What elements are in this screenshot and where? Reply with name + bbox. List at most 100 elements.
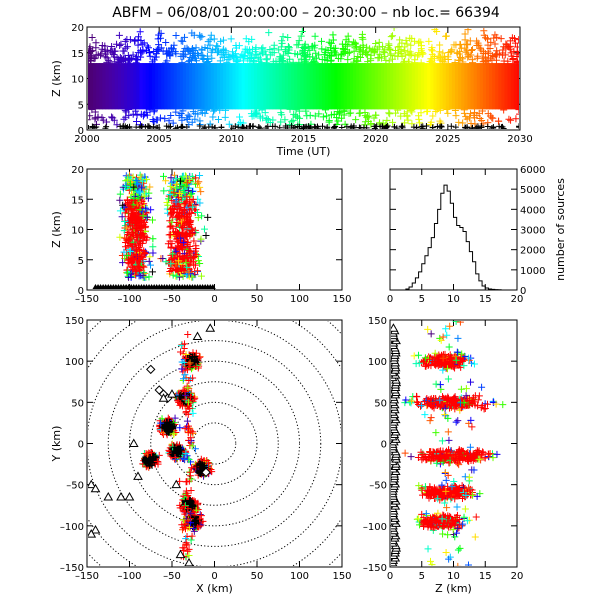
time-height-band (219, 63, 224, 110)
time-height-point (418, 50, 426, 58)
time-height-ground-point (263, 124, 270, 129)
time-height-band (396, 63, 400, 110)
time-height-point (484, 50, 492, 58)
time-height-band (383, 63, 388, 110)
time_height-x-tick-label: 2005 (146, 134, 171, 145)
plan-point (186, 393, 194, 401)
time-height-band (405, 63, 410, 110)
time-height-ground-point (153, 124, 160, 129)
time-height-point (296, 114, 304, 122)
time-height-ground-point (464, 124, 471, 129)
time-height-point (295, 107, 303, 115)
xz-point (176, 214, 184, 222)
yz-point (469, 394, 477, 402)
xz-point (190, 258, 198, 266)
xz-point (187, 201, 195, 209)
yz-point (444, 365, 452, 373)
time-height-point (284, 34, 292, 42)
time-height-band (254, 63, 258, 110)
time-height-point (88, 54, 94, 62)
yz-point (475, 392, 483, 400)
time-height-point (265, 29, 273, 37)
time-height-ground-point (246, 123, 253, 129)
time-height-point (246, 46, 254, 54)
plan-station-triangle (184, 557, 194, 566)
time-height-band (331, 63, 336, 110)
plan_view-axes: –150 –100 –50 0 50 100 150–150–100–50050100150… (50, 316, 352, 595)
time-height-point (423, 107, 431, 115)
yz-point (432, 448, 440, 456)
time-height-point (400, 47, 408, 55)
time-height-band (461, 63, 465, 110)
time-height-point (502, 44, 510, 52)
time-height-point (284, 42, 292, 50)
yz-point (407, 453, 415, 461)
histogram-bin (447, 191, 450, 290)
yz-point (421, 354, 429, 362)
time-height-point (98, 114, 106, 122)
xz-x-tick-label: 150 (332, 294, 351, 305)
time-height-point (203, 106, 211, 114)
plan-point (174, 397, 182, 405)
time-height-point (509, 55, 517, 63)
time-height-band (192, 63, 196, 110)
histogram-x-tick-label: 5 (419, 294, 425, 305)
time-height-band (179, 63, 184, 110)
time-height-ground-point (276, 124, 283, 129)
time-height-band (303, 63, 308, 110)
plan_view-y-label: Y (km) (50, 426, 63, 463)
yz-point (408, 397, 416, 405)
time-height-point (299, 47, 307, 55)
plan-point (196, 461, 204, 469)
yz-point (489, 454, 497, 462)
xz-point (169, 271, 177, 279)
xz-x-axis: –150 –100 –50 0 50 100 150 (75, 169, 352, 305)
xz-point (123, 252, 131, 260)
xz-point (137, 188, 145, 196)
time-height-point (464, 28, 472, 34)
time-height-point (125, 105, 133, 113)
time-height-point (311, 58, 319, 66)
time-height-point (236, 113, 244, 121)
time-height-band (226, 63, 230, 110)
xz-point (197, 235, 205, 243)
yz-point (401, 449, 409, 457)
time-height-point (372, 40, 380, 48)
xz-point (196, 172, 204, 180)
histogram-bin (444, 185, 447, 290)
time-height-point (367, 119, 375, 127)
time-height-band (284, 63, 289, 110)
xz-point (166, 268, 174, 276)
time-height-point (207, 48, 215, 56)
yz-y-tick-label: –100 (363, 522, 387, 533)
plan_view-y-tick-label: 100 (65, 357, 84, 368)
time-height-point (385, 109, 393, 117)
histogram-frame (389, 168, 518, 291)
time-height-band (133, 63, 138, 110)
histogram-bins (406, 185, 501, 290)
xz-point (172, 222, 180, 230)
time-height-point (188, 29, 196, 37)
plan-point (187, 536, 195, 544)
plan_view-x-tick-label: –50 (163, 571, 181, 582)
time-height-band (442, 63, 447, 110)
time-height-band (185, 63, 190, 110)
time-height-point (88, 119, 91, 121)
xz-point (192, 174, 200, 182)
time-height-ground-point (179, 124, 186, 129)
time-height-ground-point (319, 123, 326, 129)
xz-point (198, 212, 206, 220)
plan-point (188, 532, 196, 540)
time-height-band (492, 63, 496, 110)
time-height-point (355, 109, 363, 117)
time-height-point (201, 109, 209, 117)
plan_view-x-axis: –150 –100 –50 0 50 100 150 (75, 320, 352, 582)
yz-y-tick-label: –50 (369, 481, 387, 492)
time-height-ground-point (371, 125, 378, 129)
yz-point (429, 401, 437, 409)
time-height-band (145, 63, 150, 110)
xz-x-tick-label: 0 (211, 294, 217, 305)
time-height-point (515, 106, 519, 114)
time-height-ground-point (282, 123, 289, 129)
